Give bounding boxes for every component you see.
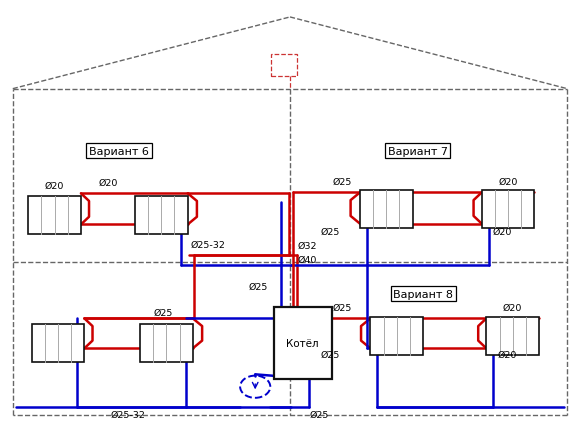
Bar	[371, 318, 423, 355]
Text: Ø25: Ø25	[248, 282, 268, 292]
Bar	[135, 196, 188, 234]
Bar	[271, 55, 297, 77]
Bar	[486, 318, 539, 355]
Text: Ø25: Ø25	[332, 303, 352, 313]
Text: Ø25: Ø25	[321, 350, 340, 360]
Bar	[360, 191, 413, 228]
Text: Ø25: Ø25	[332, 178, 352, 187]
Text: Вариант 8: Вариант 8	[393, 289, 454, 299]
Text: Ø25: Ø25	[309, 410, 329, 419]
Bar	[28, 196, 81, 234]
Text: Ø20: Ø20	[497, 350, 517, 360]
Text: Ø25: Ø25	[321, 227, 340, 236]
Text: Вариант 7: Вариант 7	[387, 146, 448, 156]
Text: Ø40: Ø40	[298, 255, 317, 265]
Text: Вариант 6: Вариант 6	[89, 146, 149, 156]
Bar	[140, 324, 193, 362]
Bar	[32, 324, 85, 362]
Text: Ø20: Ø20	[492, 227, 512, 236]
Text: Ø32: Ø32	[298, 242, 317, 251]
Text: Ø25-32: Ø25-32	[110, 410, 145, 419]
Text: Ø25: Ø25	[154, 308, 173, 317]
Text: Ø25-32: Ø25-32	[191, 240, 226, 250]
Bar	[481, 191, 535, 228]
Bar	[274, 307, 332, 379]
Text: Ø20: Ø20	[503, 303, 523, 313]
Text: Котёл: Котёл	[287, 338, 319, 348]
Text: Ø20: Ø20	[98, 178, 118, 188]
Text: Ø20: Ø20	[45, 181, 64, 190]
Text: Ø20: Ø20	[498, 178, 518, 187]
